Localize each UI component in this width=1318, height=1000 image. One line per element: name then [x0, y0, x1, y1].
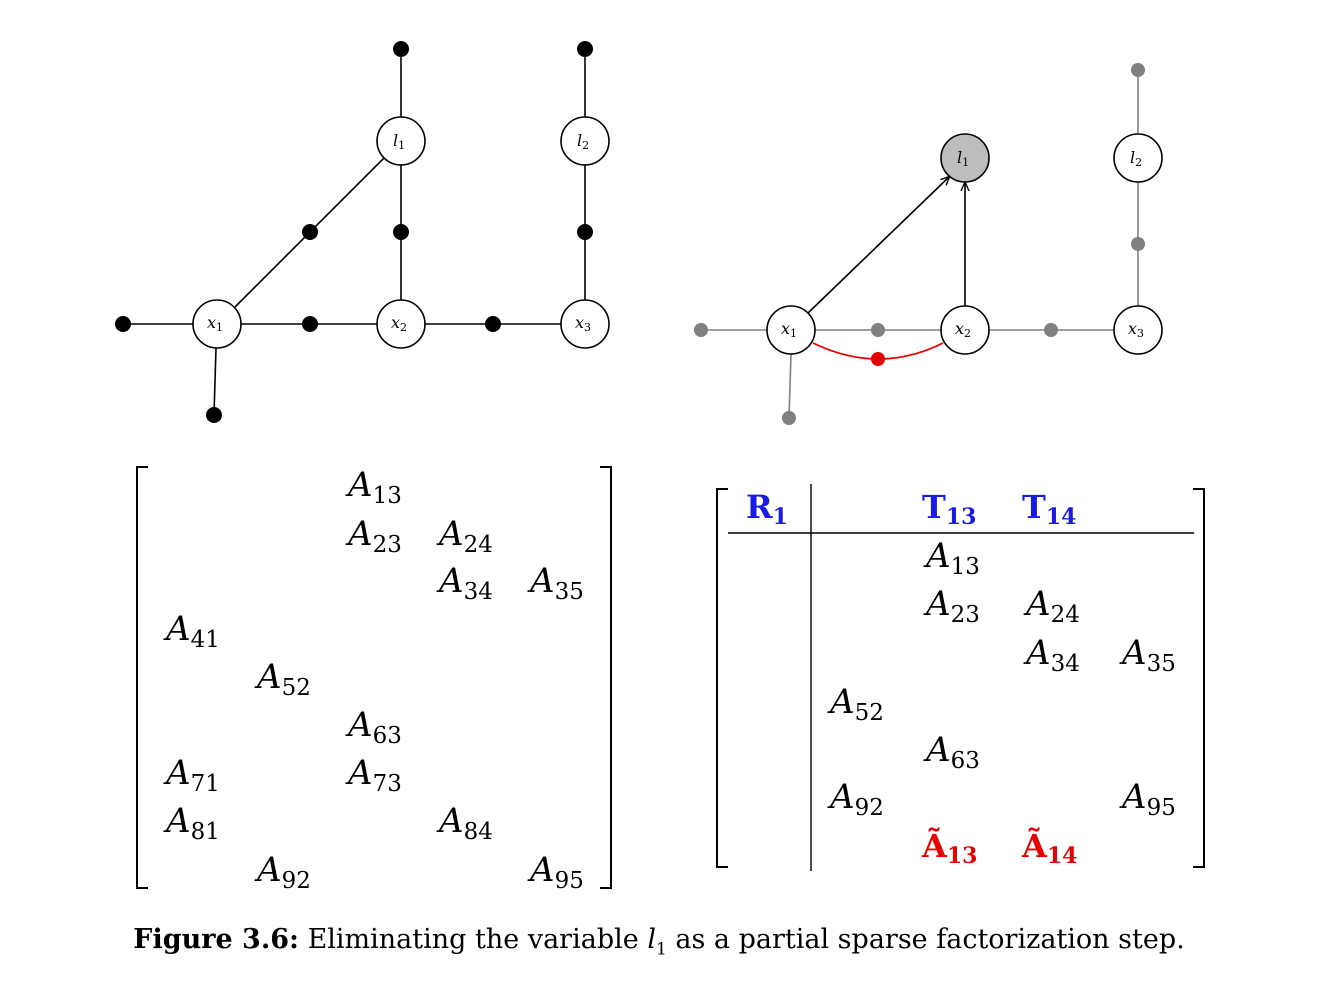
graph-right-nodes: l1 l2 x1 x2 x3	[766, 133, 1163, 355]
node-x1: x1	[192, 299, 242, 349]
matrix-entry: A41	[163, 609, 220, 653]
node-x3: x3	[1113, 305, 1163, 355]
svg-text:x1: x1	[207, 313, 223, 334]
svg-text:l2: l2	[1130, 148, 1142, 169]
matrix-left: A13 A23 A24 A34 A35 A41 A52 A63 A71 A73 …	[136, 465, 612, 894]
node-l2: l2	[1113, 133, 1163, 183]
matrix-entry: A92	[254, 850, 311, 894]
graph-left	[123, 49, 586, 416]
matrix-right: R1 T13 T14 A13 A23 A24 A34 A35 A52 A63 A…	[716, 484, 1205, 871]
matrix-entry: A52	[827, 682, 884, 726]
matrix-entry: A92	[827, 777, 884, 821]
factor-dot	[1044, 323, 1058, 337]
svg-text:l1: l1	[393, 131, 405, 152]
matrix-entry: A23	[923, 584, 980, 628]
matrix-entry: A95	[1119, 777, 1176, 821]
caption-text: Eliminating the variable	[307, 924, 639, 955]
factor-dot	[393, 41, 409, 57]
caption-variable: l	[647, 924, 656, 955]
matrix-entry: A95	[527, 850, 584, 894]
node-l2: l2	[560, 116, 610, 166]
svg-text:x2: x2	[391, 313, 407, 334]
factor-dot	[1131, 63, 1145, 77]
svg-text:x2: x2	[955, 319, 971, 340]
node-x3: x3	[560, 299, 610, 349]
factor-dot	[782, 411, 796, 425]
graph-left-factors	[115, 41, 593, 423]
matrix-entry: A13	[345, 465, 402, 509]
fill-in-entry: Ã14	[1021, 827, 1077, 869]
svg-text:l2: l2	[577, 131, 589, 152]
matrix-entry: A34	[436, 561, 493, 605]
figure-caption: Figure 3.6: Eliminating the variable l1 …	[0, 924, 1318, 959]
fill-in-entry: Ã13	[921, 827, 977, 869]
factor-dot	[485, 316, 501, 332]
matrix-entry: A35	[1119, 633, 1176, 677]
matrix-entry: A13	[923, 536, 980, 580]
bracket-right	[716, 484, 1205, 871]
fill-in-row: Ã13 Ã14	[921, 827, 1077, 869]
factor-dot	[302, 224, 318, 240]
node-l1: l1	[376, 116, 426, 166]
factor-dot	[115, 316, 131, 332]
matrix-header: R1 T13 T14	[746, 488, 1076, 530]
factor-dot	[302, 316, 318, 332]
matrix-entry: A81	[163, 801, 220, 845]
arrow-edge	[807, 177, 949, 314]
graph-right	[701, 70, 1139, 419]
matrix-entry: A35	[527, 561, 584, 605]
matrix-entry: A71	[163, 753, 220, 797]
factor-dot	[393, 224, 409, 240]
svg-text:x1: x1	[781, 319, 797, 340]
node-l1-eliminated: l1	[940, 133, 990, 183]
matrix-entry: A24	[436, 514, 493, 558]
matrix-entry: A34	[1023, 633, 1080, 677]
graph-left-nodes: l1 l2 x1 x2 x3	[192, 116, 610, 349]
matrix-entry: A84	[436, 801, 493, 845]
caption-label: Figure 3.6:	[133, 924, 299, 955]
fill-in-factor-dot	[871, 352, 885, 366]
factor-dot	[871, 323, 885, 337]
factor-dot	[694, 323, 708, 337]
matrix-entry: A73	[345, 753, 402, 797]
factor-dot	[206, 407, 222, 423]
graph-right-factors	[694, 63, 1145, 425]
edge	[213, 347, 217, 416]
svg-text:x3: x3	[1128, 319, 1144, 340]
matrix-entry: A63	[345, 705, 402, 749]
header-t14: T14	[1022, 488, 1076, 530]
factor-dot	[577, 41, 593, 57]
node-x2: x2	[940, 305, 990, 355]
matrix-entry: A24	[1023, 584, 1080, 628]
caption-text-end: as a partial sparse factorization step.	[675, 924, 1185, 955]
factor-dot	[1131, 237, 1145, 251]
factor-dot	[577, 224, 593, 240]
caption-variable-sub: 1	[655, 939, 667, 960]
matrix-entry: A52	[254, 657, 311, 701]
bracket-left	[136, 466, 612, 889]
matrix-entry: A23	[345, 514, 402, 558]
svg-text:x3: x3	[575, 313, 591, 334]
header-r1: R1	[746, 488, 788, 530]
svg-text:l1: l1	[957, 148, 969, 169]
matrix-entry: A63	[923, 730, 980, 774]
edge	[788, 353, 792, 419]
node-x1: x1	[766, 305, 816, 355]
header-t13: T13	[922, 488, 976, 530]
node-x2: x2	[376, 299, 426, 349]
